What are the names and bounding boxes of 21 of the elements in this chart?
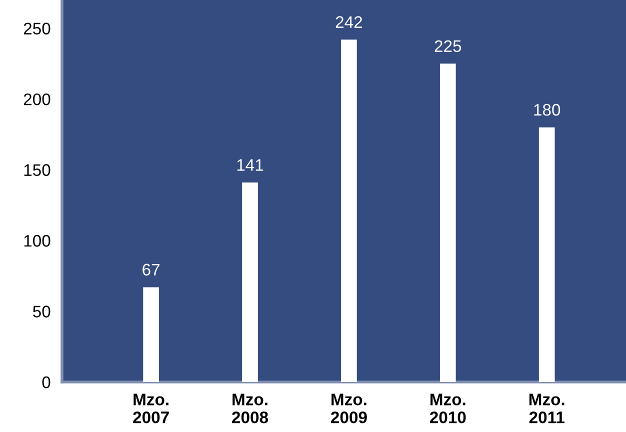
- x-tick-label: Mzo. 2009: [330, 394, 367, 424]
- y-tick-label: 100: [24, 234, 50, 247]
- bar: [341, 40, 357, 382]
- y-tick-label: 200: [24, 93, 50, 106]
- data-label: 141: [237, 159, 264, 171]
- bar: [440, 64, 456, 382]
- data-label: 225: [434, 40, 462, 52]
- y-tick-label: 150: [24, 164, 50, 176]
- bar: [242, 182, 258, 382]
- bar: [143, 287, 159, 382]
- bar: [538, 127, 555, 382]
- x-tick-label: Mzo. 2007: [133, 394, 169, 424]
- y-tick-label: 250: [24, 22, 50, 34]
- y-tick-label: 50: [33, 306, 50, 318]
- x-tick-label: Mzo. 2011: [529, 394, 564, 424]
- data-label: 242: [336, 16, 362, 28]
- data-label: 180: [534, 104, 560, 116]
- x-tick-label: Mzo. 2008: [232, 394, 268, 424]
- y-tick-label: 0: [42, 376, 50, 388]
- data-label: 67: [142, 264, 160, 276]
- x-tick-label: Mzo. 2010: [430, 394, 466, 424]
